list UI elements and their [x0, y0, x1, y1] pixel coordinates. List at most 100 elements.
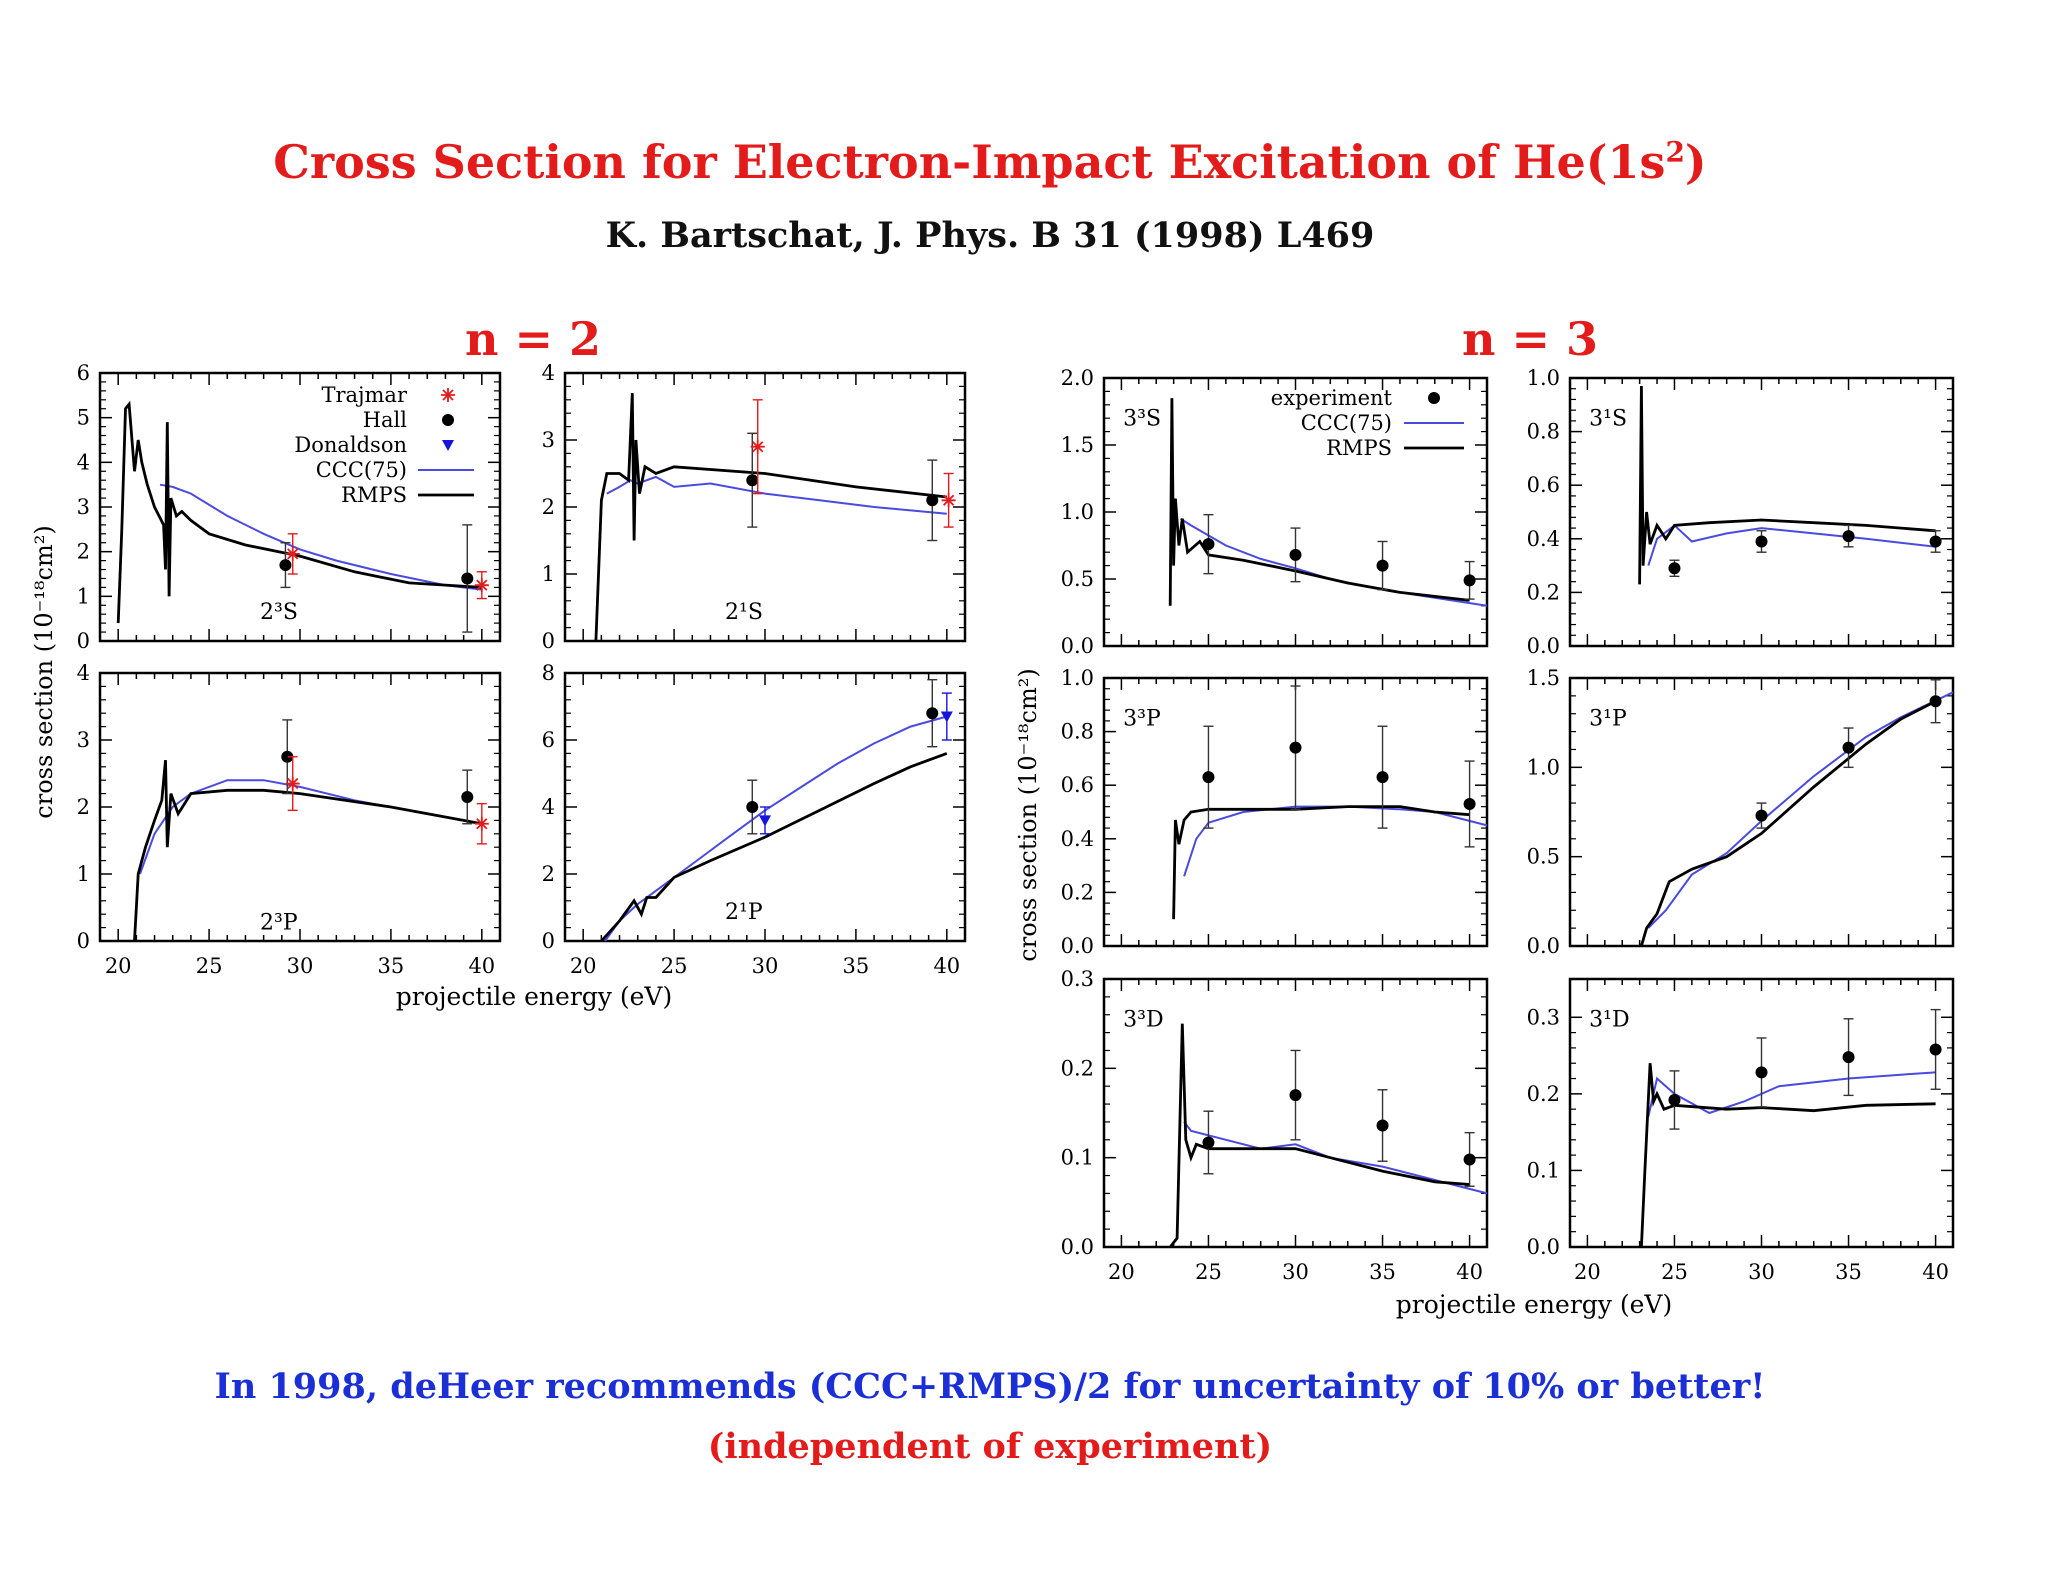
x-tick-label: 25 [1661, 1260, 1688, 1284]
y-tick-label: 4 [542, 795, 555, 819]
n2-ylabel: cross section (10⁻¹⁸cm²) [30, 525, 58, 818]
experiment-point [1289, 741, 1302, 754]
y-tick-label: 0.0 [1061, 934, 1094, 958]
ccc-series-line [604, 715, 948, 942]
rmps-series-line [1169, 1023, 1470, 1248]
trajmar-point [941, 493, 956, 508]
x-tick-label: 30 [1748, 1260, 1775, 1284]
experiment-point [1202, 538, 1215, 551]
experiment-point [1929, 1043, 1942, 1056]
y-tick-label: 0.4 [1527, 527, 1560, 551]
y-tick-label: 3 [77, 495, 90, 519]
citation: K. Bartschat, J. Phys. B 31 (1998) L469 [605, 215, 1375, 256]
rmps-series-line [1640, 699, 1937, 947]
y-tick-label: 2 [542, 495, 555, 519]
y-tick-label: 0.2 [1527, 580, 1560, 604]
y-tick-label: 0.2 [1061, 1056, 1094, 1080]
y-tick-label: 8 [542, 661, 555, 685]
y-tick-label: 0.5 [1527, 845, 1560, 869]
y-tick-label: 0.3 [1061, 967, 1094, 991]
ccc-series-line [1647, 691, 1954, 929]
y-tick-label: 0.8 [1061, 720, 1094, 744]
main-title-suffix: ) [1684, 135, 1707, 189]
x-tick-label: 35 [1369, 1260, 1396, 1284]
panel-2: 0 1 2 3 4 2¹S [542, 361, 967, 653]
y-tick-label: 0 [77, 629, 90, 653]
ccc-series-line [1647, 1071, 1936, 1118]
hall-point [281, 750, 294, 763]
rmps-series-line [1172, 805, 1470, 920]
y-tick-label: 0.2 [1527, 1082, 1560, 1106]
y-tick-label: 0.0 [1527, 934, 1560, 958]
ccc-series-line [606, 475, 947, 515]
x-tick-label: 30 [1282, 1260, 1309, 1284]
footer-independent: (independent of experiment) [707, 1426, 1273, 1467]
y-tick-label: 2 [77, 540, 90, 564]
experiment-point [1289, 1089, 1302, 1102]
y-tick-label: 0 [542, 629, 555, 653]
plot-frame [563, 371, 967, 643]
footer-recommend: In 1998, deHeer recommends (CCC+RMPS)/2 … [214, 1366, 1766, 1407]
x-tick-label: 35 [378, 954, 405, 978]
panel-label: 2³P [260, 911, 298, 936]
legend-ccc-label: CCC(75) [316, 458, 407, 482]
ccc-series-line [159, 483, 482, 591]
experiment-point [1842, 1051, 1855, 1064]
x-tick-label: 30 [752, 954, 779, 978]
rmps-series-line [600, 752, 948, 942]
rmps-series-line [1640, 1063, 1936, 1248]
y-tick-label: 0.1 [1061, 1146, 1094, 1170]
x-tick-label: 20 [1574, 1260, 1601, 1284]
panel-label: 2¹P [725, 900, 763, 925]
panel-label: 3¹D [1589, 1008, 1629, 1033]
hall-point [279, 559, 292, 572]
n3-xlabel: projectile energy (eV) [1396, 1290, 1672, 1319]
experiment-point [1376, 1119, 1389, 1132]
y-tick-label: 2 [77, 795, 90, 819]
experiment-point [1289, 548, 1302, 561]
experiment-point [1755, 535, 1768, 548]
legend-donaldson-marker [442, 440, 454, 451]
panel-7: 0.0 0.2 0.4 0.6 0.8 1.0 3³P [1061, 666, 1489, 958]
main-title-prefix: Cross Section for Electron-Impact Excita… [273, 135, 1666, 189]
legend-experiment-label: experiment [1271, 386, 1393, 410]
panel-6: 0.0 0.2 0.4 0.6 0.8 1.0 3¹S [1527, 366, 1955, 658]
y-tick-label: 1 [77, 862, 90, 886]
y-tick-label: 2 [542, 862, 555, 886]
rmps-series-line [1168, 398, 1470, 606]
trajmar-point [474, 816, 489, 831]
ccc-series-line [1647, 524, 1936, 566]
y-tick-label: 0.6 [1527, 473, 1560, 497]
y-tick-label: 6 [77, 361, 90, 385]
x-tick-label: 35 [843, 954, 870, 978]
experiment-point [1842, 741, 1855, 754]
rmps-series-line [1638, 385, 1936, 585]
y-tick-label: 1 [542, 562, 555, 586]
x-tick-label: 40 [933, 954, 960, 978]
y-tick-label: 4 [77, 450, 90, 474]
experiment-point [1755, 809, 1768, 822]
x-tick-label: 20 [570, 954, 597, 978]
hall-point [746, 474, 759, 487]
legend-donaldson-label: Donaldson [294, 433, 407, 457]
y-tick-label: 1.0 [1527, 755, 1560, 779]
panel-4: 20 25 30 35 40 0 2 4 6 8 2¹P [542, 661, 967, 978]
y-tick-label: 0.0 [1061, 1235, 1094, 1259]
rmps-series-line [116, 400, 482, 624]
y-tick-label: 0.1 [1527, 1158, 1560, 1182]
trajmar-point [285, 776, 300, 791]
y-tick-label: 4 [77, 661, 90, 685]
experiment-point [1202, 1136, 1215, 1149]
experiment-point [1929, 535, 1942, 548]
trajmar-point [285, 546, 300, 561]
y-tick-label: 6 [542, 728, 555, 752]
legend-ccc-label: CCC(75) [1301, 411, 1392, 435]
y-tick-label: 5 [77, 406, 90, 430]
y-tick-label: 0.2 [1061, 880, 1094, 904]
legend-hall-marker [442, 414, 454, 426]
y-tick-label: 0.6 [1061, 773, 1094, 797]
y-tick-label: 0.0 [1061, 634, 1094, 658]
x-tick-label: 25 [1195, 1260, 1222, 1284]
legend-experiment-marker [1428, 392, 1440, 404]
group-label-n2: n = 2 [465, 312, 602, 366]
